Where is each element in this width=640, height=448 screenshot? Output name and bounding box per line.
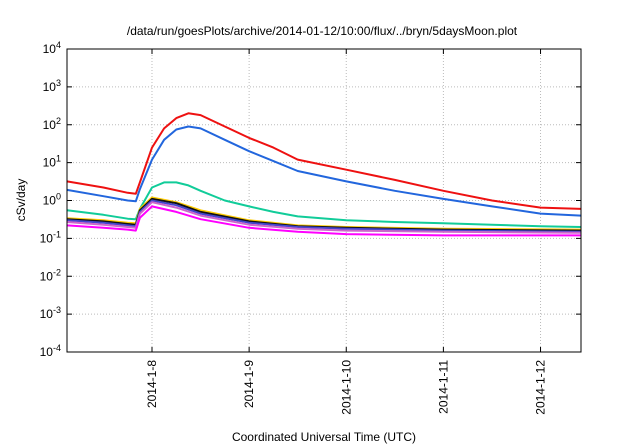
y-axis-label: cSv/day [14, 179, 28, 222]
y-tick-label: 101 [43, 154, 61, 170]
y-tick-label: 10-1 [40, 229, 61, 245]
series-line [66, 112, 582, 210]
series-line [66, 199, 582, 233]
y-tick-label: 100 [43, 192, 61, 208]
y-tick-label: 10-4 [40, 343, 61, 359]
x-axis-label: Coordinated Universal Time (UTC) [232, 430, 416, 444]
x-tick-label: 2014-1-11 [436, 360, 450, 414]
x-axis-ticks: 2014-1-8 2014-1-9 2014-1-10 2014-1-11 2014-1… [145, 49, 548, 415]
grid [67, 49, 581, 352]
y-tick-label: 10-2 [40, 267, 61, 283]
y-tick-label: 10-3 [40, 305, 61, 321]
x-tick-label: 2014-1-10 [339, 360, 353, 415]
series-group [66, 112, 582, 237]
series-line [66, 205, 581, 237]
x-tick-label: 2014-1-8 [145, 360, 159, 408]
series-line [66, 201, 582, 234]
chart-title: /data/run/goesPlots/archive/2014-01-12/1… [127, 24, 518, 38]
x-tick-label: 2014-1-12 [534, 360, 548, 415]
series-line [66, 125, 582, 217]
y-axis-ticks: 10-4 10-3 10-2 10-1 100 101 102 103 104 [40, 40, 581, 359]
y-tick-label: 103 [43, 78, 61, 94]
x-tick-label: 2014-1-9 [242, 360, 256, 408]
y-tick-label: 102 [43, 116, 61, 132]
y-tick-label: 104 [43, 40, 61, 56]
